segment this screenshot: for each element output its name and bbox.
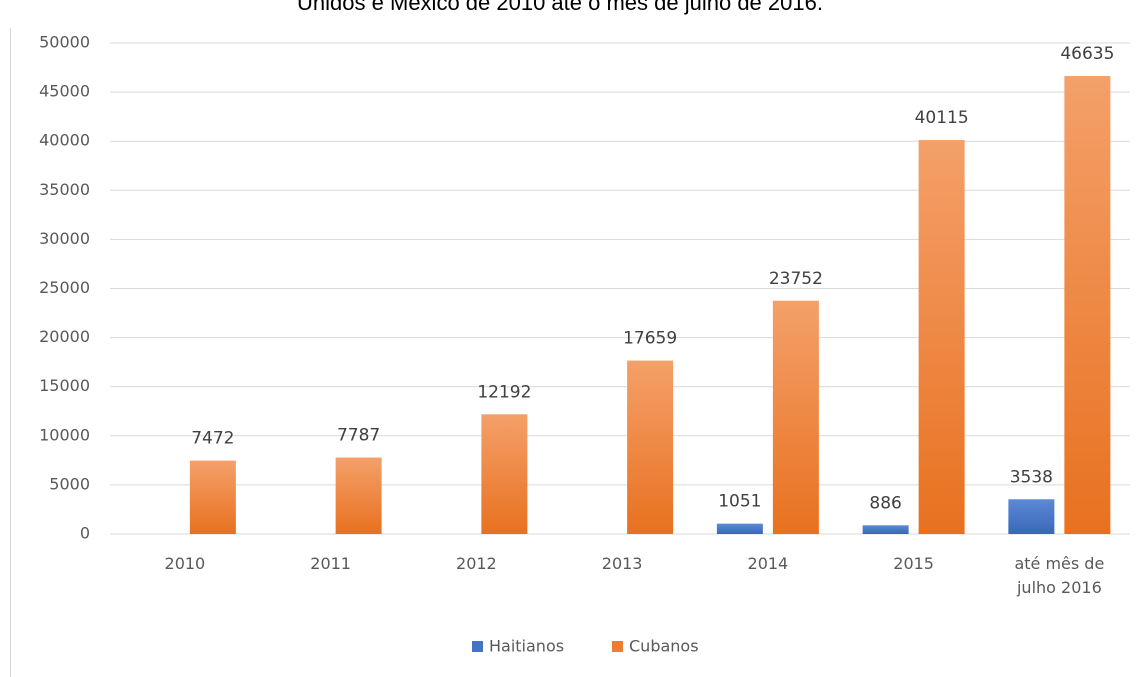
data-label: 7787 [337,426,380,446]
bar [716,523,763,534]
y-tick-label: 40000 [39,131,90,150]
data-label: 23752 [769,269,823,289]
chart-title: Unidos e México de 2010 até o mês de jul… [297,0,823,15]
data-label: 7472 [191,429,234,449]
bar [627,360,674,534]
y-tick-label: 30000 [39,229,90,248]
legend-swatch [472,641,483,652]
y-tick-label: 0 [80,524,90,543]
y-tick-label: 5000 [49,474,90,493]
bar [1064,76,1111,534]
y-tick-label: 35000 [39,180,90,199]
bar [481,414,528,534]
y-tick-label: 15000 [39,376,90,395]
bar [918,140,965,535]
bar [189,460,236,534]
data-label: 1051 [718,492,761,512]
x-tick-label: 2010 [164,554,206,573]
bar [1008,499,1055,534]
x-tick-label: 2015 [893,554,934,573]
bar [862,525,909,534]
data-label: 12192 [477,382,531,402]
legend-label: Cubanos [629,637,699,656]
x-tick-label: 2014 [747,554,789,573]
data-label: 40115 [915,108,969,128]
data-label: 17659 [623,329,677,349]
y-tick-label: 20000 [39,327,90,346]
data-label: 886 [869,493,901,513]
y-tick-label: 10000 [39,425,90,444]
data-label: 46635 [1060,44,1114,64]
x-tick-label: 2011 [310,554,351,573]
x-tick-label: até mês de julho 2016 [1014,554,1105,597]
x-tick-label: 2013 [601,554,643,573]
bar [772,300,819,534]
legend-swatch [612,641,623,652]
y-tick-label: 25000 [39,278,90,297]
y-tick-label: 50000 [39,33,90,52]
legend-label: Haitianos [489,637,564,656]
x-tick-label: 2012 [456,554,497,573]
y-tick-label: 45000 [39,82,90,101]
data-label: 3538 [1010,467,1053,487]
bar [335,457,382,534]
